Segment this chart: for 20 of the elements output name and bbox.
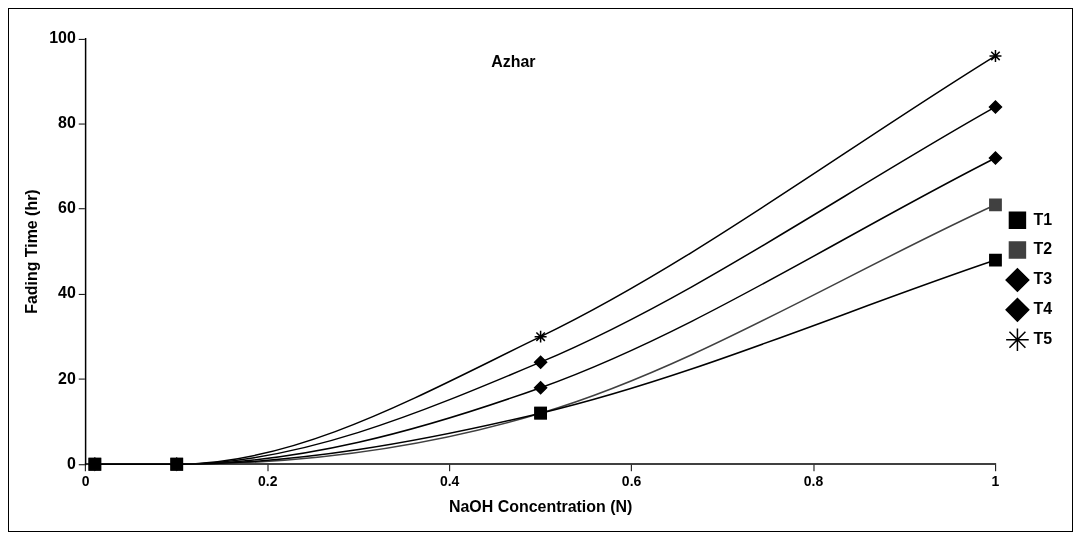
legend-label: T3	[1033, 270, 1053, 288]
x-tick-label: 1	[991, 473, 1000, 490]
x-tick-label: 0	[81, 473, 90, 490]
x-axis-title: NaOH Concentration (N)	[448, 497, 633, 515]
y-tick-label: 80	[58, 114, 76, 132]
y-tick-label: 40	[58, 284, 76, 302]
legend-label: T1	[1033, 210, 1053, 228]
y-tick-label: 0	[66, 454, 76, 472]
x-tick-label: 0.8	[803, 473, 824, 490]
x-tick-label: 0.6	[621, 473, 642, 490]
annotation: Azhar	[491, 52, 536, 70]
x-tick-label: 0.2	[257, 473, 278, 490]
legend-label: T2	[1033, 240, 1053, 258]
legend-label: T5	[1033, 330, 1053, 348]
y-tick-label: 20	[58, 369, 76, 387]
x-tick-label: 0.4	[439, 473, 460, 490]
y-tick-label: 60	[58, 199, 76, 217]
legend-label: T4	[1033, 300, 1053, 318]
y-tick-label: 100	[49, 29, 76, 47]
y-axis-title: Fading Time (hr)	[22, 189, 40, 314]
